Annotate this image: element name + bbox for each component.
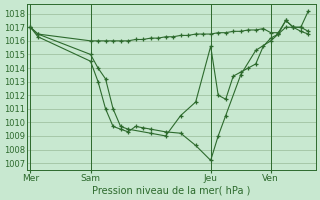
X-axis label: Pression niveau de la mer( hPa ): Pression niveau de la mer( hPa ) (92, 186, 251, 196)
